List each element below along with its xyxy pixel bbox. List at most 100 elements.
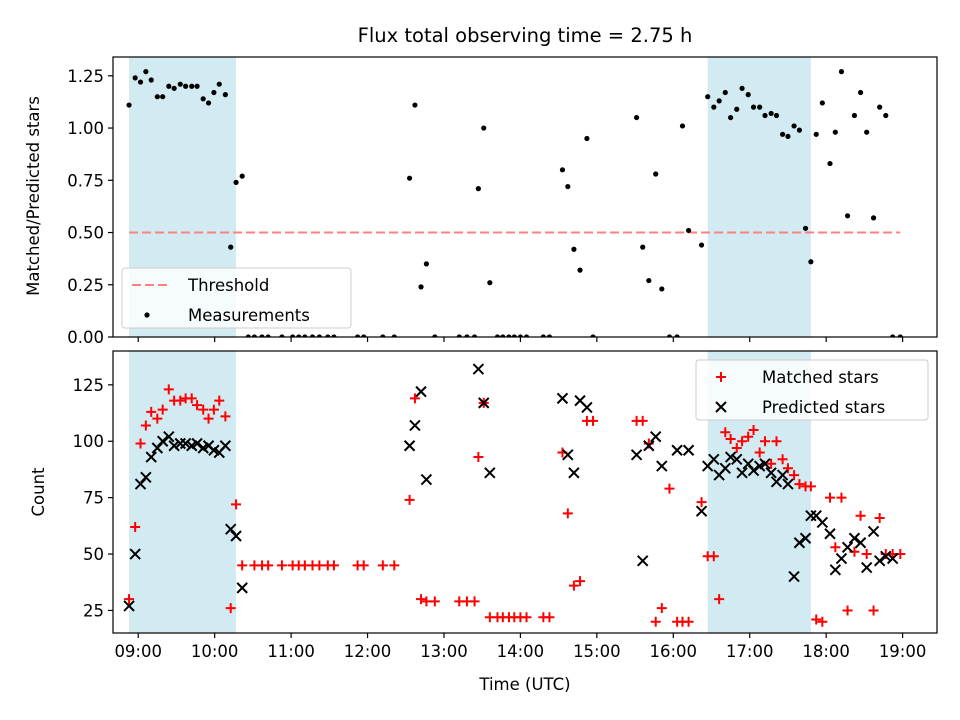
x-tick-label: 14:00 xyxy=(497,642,545,661)
top-legend-key-1 xyxy=(144,312,150,318)
matched-star-point xyxy=(175,395,186,406)
predicted-star-point xyxy=(556,392,569,405)
predicted-star-point xyxy=(562,449,574,461)
x-tick-label: 17:00 xyxy=(726,642,774,661)
x-tick-label: 13:00 xyxy=(420,642,468,661)
predicted-star-point xyxy=(736,467,748,479)
predicted-star-point xyxy=(163,431,175,443)
measurement-point xyxy=(506,334,512,337)
measurement-point xyxy=(137,79,144,85)
measurement-point xyxy=(406,175,413,181)
measurement-point xyxy=(494,334,501,337)
predicted-star-point xyxy=(873,555,886,567)
measurement-point xyxy=(239,173,245,179)
top-y-tick-label: 0.50 xyxy=(67,224,104,243)
matched-star-point xyxy=(766,458,777,469)
measurement-point xyxy=(290,334,296,337)
measurement-point xyxy=(487,280,493,286)
measurement-point xyxy=(177,81,183,87)
matched-star-point xyxy=(568,580,579,591)
predicted-star-point xyxy=(472,363,485,375)
measurement-point xyxy=(540,334,546,337)
measurement-point xyxy=(653,171,659,177)
measurement-point xyxy=(739,85,745,91)
matched-star-point xyxy=(157,404,168,415)
measurement-point xyxy=(571,246,577,252)
matched-star-point xyxy=(421,596,432,607)
measurement-point xyxy=(245,334,251,337)
measurement-point xyxy=(762,112,768,119)
measurement-point xyxy=(546,334,553,337)
matched-star-point xyxy=(830,542,841,553)
measurement-point xyxy=(412,102,418,108)
measurement-point xyxy=(705,94,711,100)
measurement-point xyxy=(126,102,132,108)
measurement-point xyxy=(132,75,138,81)
top-legend-label-0: Threshold xyxy=(187,276,269,295)
matched-star-point xyxy=(521,612,532,623)
predicted-star-point xyxy=(816,516,829,529)
predicted-star-point xyxy=(848,532,861,544)
predicted-star-point xyxy=(415,385,427,398)
bottom-y-tick-label: 50 xyxy=(83,545,104,564)
matched-star-point xyxy=(544,612,555,623)
measurement-point xyxy=(757,104,763,110)
measurement-point xyxy=(380,334,386,337)
measurement-point xyxy=(432,334,438,337)
measurement-point xyxy=(813,131,819,137)
measurement-point xyxy=(194,83,200,89)
measurement-point xyxy=(659,286,665,292)
measurement-point xyxy=(685,227,692,234)
predicted-star-point xyxy=(867,525,880,538)
measurement-point xyxy=(679,123,686,129)
matched-star-point xyxy=(720,427,731,438)
bottom-legend-key-1 xyxy=(715,401,727,413)
measurement-point xyxy=(279,334,285,337)
measurement-point xyxy=(745,92,751,98)
measurement-point xyxy=(160,94,166,100)
matched-star-point xyxy=(696,497,707,508)
measurement-point xyxy=(785,133,791,140)
measurement-point xyxy=(768,110,774,117)
measurement-point xyxy=(259,334,265,337)
matched-star-point xyxy=(656,603,667,614)
measurement-point xyxy=(864,129,870,135)
measurement-point xyxy=(265,334,271,337)
predicted-star-point xyxy=(782,478,794,490)
matched-star-point xyxy=(198,404,209,415)
measurement-point xyxy=(391,334,397,337)
matched-star-point xyxy=(146,406,157,417)
matched-star-point xyxy=(743,431,754,442)
matched-star-point xyxy=(208,404,219,415)
measurement-point xyxy=(877,104,883,110)
x-axis-label: Time (UTC) xyxy=(478,675,570,694)
matched-star-point xyxy=(874,512,885,523)
predicted-star-point xyxy=(682,444,695,456)
matched-star-point xyxy=(328,560,339,571)
measurement-point xyxy=(779,131,786,137)
bottom-legend-key-0 xyxy=(716,372,726,382)
matched-star-point xyxy=(777,454,788,465)
measurement-point xyxy=(577,267,583,273)
predicted-star-point xyxy=(835,552,848,565)
matched-star-point xyxy=(789,470,800,481)
x-tick-label: 09:00 xyxy=(114,642,162,661)
top-plot-area xyxy=(126,57,903,337)
matched-star-point xyxy=(314,560,325,571)
matched-star-point xyxy=(771,436,782,447)
measurement-point xyxy=(251,334,258,337)
matched-star-point xyxy=(203,413,214,424)
top-y-axis-label: Matched/Predicted stars xyxy=(24,96,43,296)
chart-title: Flux total observing time = 2.75 h xyxy=(358,24,693,47)
measurement-point xyxy=(716,98,722,104)
measurement-point xyxy=(143,69,149,75)
bottom-y-tick-label: 100 xyxy=(73,432,105,451)
measurement-point xyxy=(773,112,780,119)
matched-star-point xyxy=(135,438,146,449)
x-tick-label: 15:00 xyxy=(573,642,621,661)
measurement-point xyxy=(827,160,833,167)
matched-star-point xyxy=(562,508,573,519)
measurement-point xyxy=(423,261,429,267)
matched-star-point xyxy=(214,395,225,406)
bottom-legend: Matched stars Predicted stars xyxy=(695,359,929,421)
